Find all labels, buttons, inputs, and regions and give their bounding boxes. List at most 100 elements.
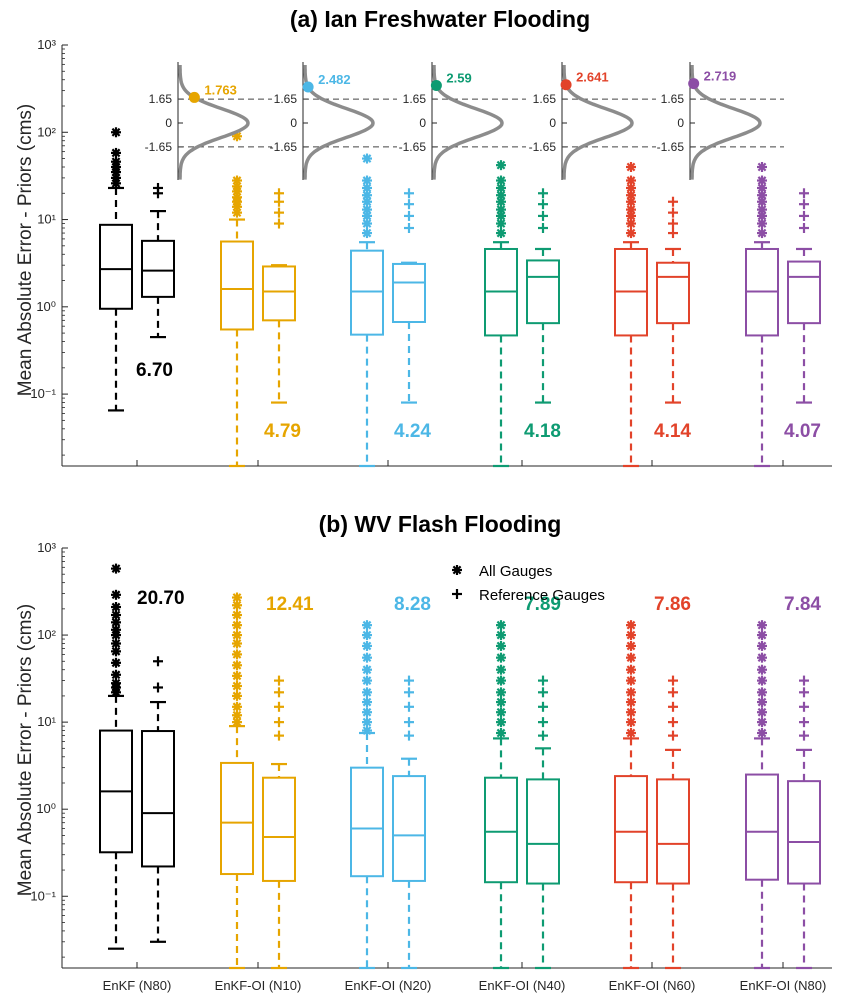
outlier-marker (755, 716, 769, 729)
outlier-marker (494, 716, 508, 729)
outlier-marker (402, 716, 416, 729)
box-iqr (787, 260, 821, 325)
outlier-marker (797, 187, 811, 200)
inset-value-label: 2.641 (576, 70, 609, 85)
outlier-marker (272, 700, 286, 713)
inset-tick-label: -1.65 (399, 140, 427, 154)
inset-value-label: 1.763 (204, 82, 237, 97)
outlier-marker (494, 619, 508, 632)
box-iqr (262, 265, 296, 322)
outlier-marker (536, 221, 550, 235)
mean-label: 7.84 (784, 594, 821, 615)
outlier-marker (494, 226, 508, 240)
inset-tick-label: 1.65 (533, 92, 557, 106)
outlier-marker (272, 206, 286, 219)
box-iqr (350, 766, 384, 878)
box-ref (141, 181, 175, 339)
box-iqr (484, 776, 518, 884)
outlier-marker (151, 681, 165, 694)
outlier-marker (755, 663, 769, 676)
box-all (484, 619, 518, 970)
inset-tick-label: -1.65 (270, 140, 298, 154)
outlier-marker (109, 600, 123, 614)
box-iqr (99, 223, 133, 310)
outlier-marker (755, 726, 769, 740)
outlier-marker (272, 674, 286, 687)
inset-marker (430, 79, 442, 91)
outlier-marker (797, 674, 811, 687)
outlier-marker (360, 174, 374, 187)
outlier-marker (272, 686, 286, 699)
outlier-marker (624, 174, 638, 187)
y-tick-label: 10⁻¹ (30, 386, 56, 401)
outlier-marker (494, 651, 508, 664)
box-iqr (350, 249, 384, 336)
box-iqr (220, 761, 254, 876)
box-iqr (526, 259, 560, 325)
outlier-marker (494, 663, 508, 676)
outlier-marker (624, 160, 638, 174)
outlier-marker (797, 221, 811, 235)
inset-tick-label: 1.65 (661, 92, 685, 106)
box-iqr (392, 775, 426, 882)
x-category-label: EnKF-OI (N80) (740, 978, 827, 993)
inset-marker (688, 78, 700, 90)
outlier-marker (624, 716, 638, 729)
outlier-marker (109, 146, 123, 160)
outlier-marker (360, 152, 374, 165)
box-ref (787, 187, 821, 404)
outlier-marker (494, 695, 508, 709)
box-ref (262, 674, 296, 970)
outlier-marker (536, 729, 550, 742)
outlier-marker (666, 195, 680, 208)
box-iqr (526, 778, 560, 885)
inset-tick-label: 0 (677, 116, 684, 130)
outlier-marker (494, 706, 508, 719)
outlier-marker (230, 648, 244, 661)
inset-value-label: 2.482 (318, 72, 351, 87)
outlier-marker (230, 679, 244, 693)
outlier-marker (151, 181, 165, 195)
panel-a-title: (a) Ian Freshwater Flooding (290, 6, 590, 32)
mean-label: 7.86 (654, 594, 691, 615)
outlier-marker (402, 187, 416, 200)
outlier-marker (360, 663, 374, 676)
outlier-marker (494, 674, 508, 687)
y-tick-label: 10² (37, 124, 56, 139)
outlier-marker (360, 674, 374, 687)
mean-label: 12.41 (266, 594, 314, 615)
inset-marker (560, 79, 572, 91)
box-all (350, 152, 384, 468)
outlier-marker (230, 700, 244, 713)
y-tick-label: 10³ (37, 37, 56, 52)
y-tick-label: 10⁰ (36, 299, 56, 314)
inset-tick-label: 1.65 (274, 92, 298, 106)
mean-label: 4.07 (784, 421, 821, 442)
outlier-marker (755, 619, 769, 632)
outlier-marker (536, 674, 550, 687)
outlier-marker (272, 716, 286, 729)
box-all (99, 126, 133, 412)
box-ref (262, 187, 296, 404)
outlier-marker (755, 686, 769, 699)
x-category-label: EnKF-OI (N40) (479, 978, 566, 993)
y-tick-label: 10² (37, 627, 56, 642)
box-ref (656, 674, 690, 970)
outlier-marker (666, 729, 680, 742)
panel-b-title: (b) WV Flash Flooding (319, 511, 562, 537)
outlier-marker (109, 562, 123, 575)
box-iqr (656, 261, 690, 325)
outlier-marker (755, 639, 769, 653)
outlier-marker (360, 226, 374, 240)
x-category-label: EnKF-OI (N20) (345, 978, 432, 993)
outlier-marker (666, 226, 680, 240)
outlier-marker (536, 209, 550, 223)
box-all (220, 591, 254, 970)
outlier-marker (536, 716, 550, 729)
box-ref (141, 655, 175, 943)
mean-label: 4.14 (654, 421, 691, 442)
panel-b-plot: 10⁻¹ 10⁰ 10¹ 10² 10³ EnKF (N80) EnKF-OI (N10) E… (30, 540, 832, 993)
box-all (745, 619, 779, 970)
y-tick-label: 10¹ (37, 212, 56, 227)
outlier-marker (494, 174, 508, 187)
